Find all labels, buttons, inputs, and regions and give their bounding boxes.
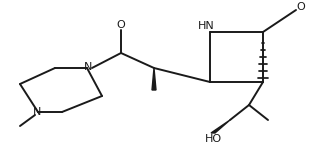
Text: N: N — [33, 107, 41, 117]
Text: N: N — [84, 62, 92, 72]
Text: O: O — [116, 20, 125, 30]
Polygon shape — [152, 68, 156, 90]
Text: O: O — [297, 2, 306, 12]
Text: HO: HO — [204, 134, 222, 144]
Text: HN: HN — [198, 21, 214, 31]
Polygon shape — [211, 120, 230, 133]
